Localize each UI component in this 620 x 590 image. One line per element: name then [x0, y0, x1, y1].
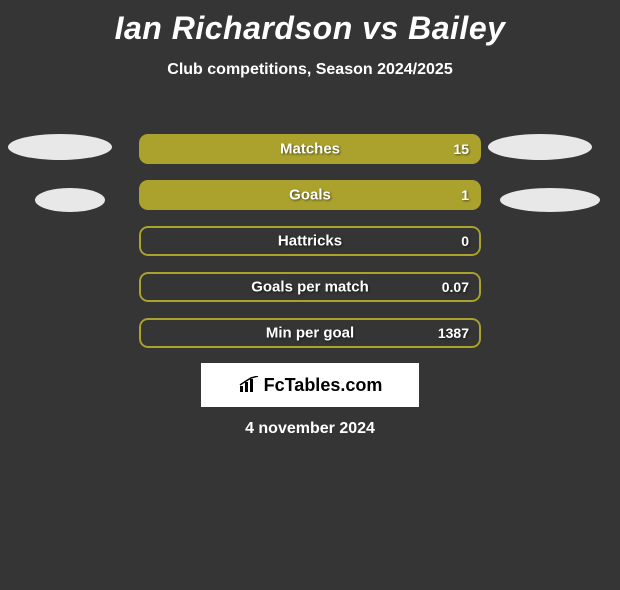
- chart-icon: [238, 376, 260, 394]
- stat-value: 1387: [438, 325, 469, 341]
- stat-row: Matches 15: [139, 134, 481, 164]
- stat-value: 1: [461, 187, 469, 203]
- stat-label: Goals per match: [251, 279, 369, 296]
- player-marker-ellipse: [488, 134, 592, 160]
- stat-value: 0.07: [442, 279, 469, 295]
- stat-row: Goals 1: [139, 180, 481, 210]
- stat-label: Hattricks: [278, 233, 342, 250]
- player-marker-ellipse: [500, 188, 600, 212]
- source-logo-text: FcTables.com: [264, 375, 383, 396]
- player2-name: Bailey: [408, 10, 505, 46]
- player-marker-ellipse: [35, 188, 105, 212]
- source-logo: FcTables.com: [238, 375, 383, 396]
- stat-label: Goals: [289, 187, 331, 204]
- player-marker-ellipse: [8, 134, 112, 160]
- stat-row: Min per goal 1387: [139, 318, 481, 348]
- player1-name: Ian Richardson: [115, 10, 353, 46]
- stat-row: Hattricks 0: [139, 226, 481, 256]
- date: 4 november 2024: [0, 420, 620, 438]
- source-logo-box: FcTables.com: [201, 363, 419, 407]
- comparison-title: Ian Richardson vs Bailey: [0, 10, 620, 47]
- stat-row: Goals per match 0.07: [139, 272, 481, 302]
- subtitle: Club competitions, Season 2024/2025: [0, 61, 620, 79]
- vs-text: vs: [362, 10, 399, 46]
- stat-value: 15: [453, 141, 469, 157]
- stat-label: Min per goal: [266, 325, 354, 342]
- stat-value: 0: [461, 233, 469, 249]
- stat-label: Matches: [280, 141, 340, 158]
- stats-table: Matches 15 Goals 1 Hattricks 0 Goals per match…: [139, 134, 481, 364]
